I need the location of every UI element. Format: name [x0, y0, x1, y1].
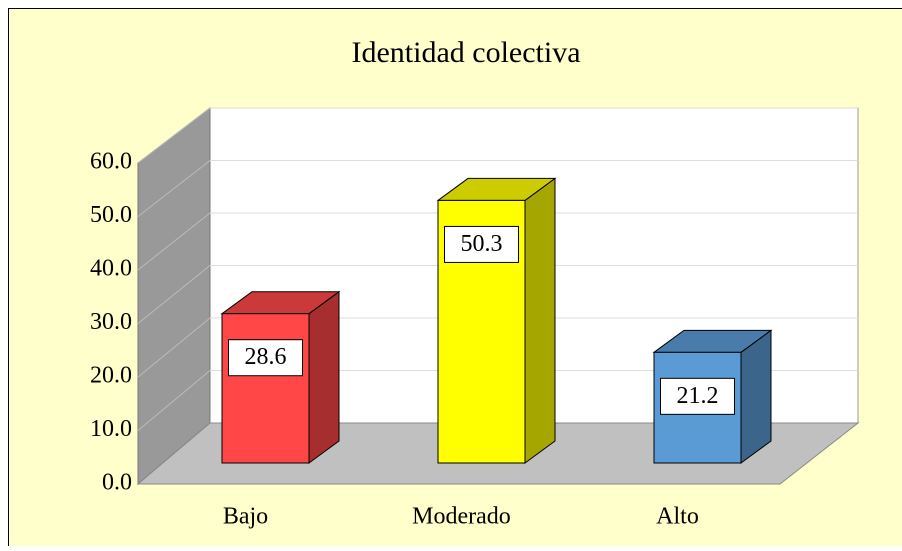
y-tick-label: 60.0 — [90, 149, 132, 175]
chart-title: Identidad colectiva — [351, 36, 580, 69]
y-tick-label: 20.0 — [90, 363, 132, 389]
value-label: 21.2 — [677, 383, 719, 409]
y-tick-label: 10.0 — [90, 416, 132, 442]
y-tick-label: 0.0 — [102, 470, 132, 496]
bar-front — [222, 314, 309, 463]
y-tick-label: 50.0 — [90, 202, 132, 228]
x-tick-label: Alto — [656, 504, 699, 530]
value-label: 28.6 — [245, 344, 287, 370]
bar-side — [741, 330, 771, 463]
y-tick-label: 40.0 — [90, 256, 132, 282]
x-tick-label: Moderado — [412, 504, 511, 530]
bar-side — [525, 178, 555, 463]
bar-side — [309, 292, 339, 463]
bar — [438, 178, 555, 463]
bar — [222, 292, 339, 463]
y-tick-label: 30.0 — [90, 309, 132, 335]
side-wall — [138, 108, 210, 484]
x-tick-label: Bajo — [223, 504, 268, 530]
value-label: 50.3 — [461, 231, 503, 257]
